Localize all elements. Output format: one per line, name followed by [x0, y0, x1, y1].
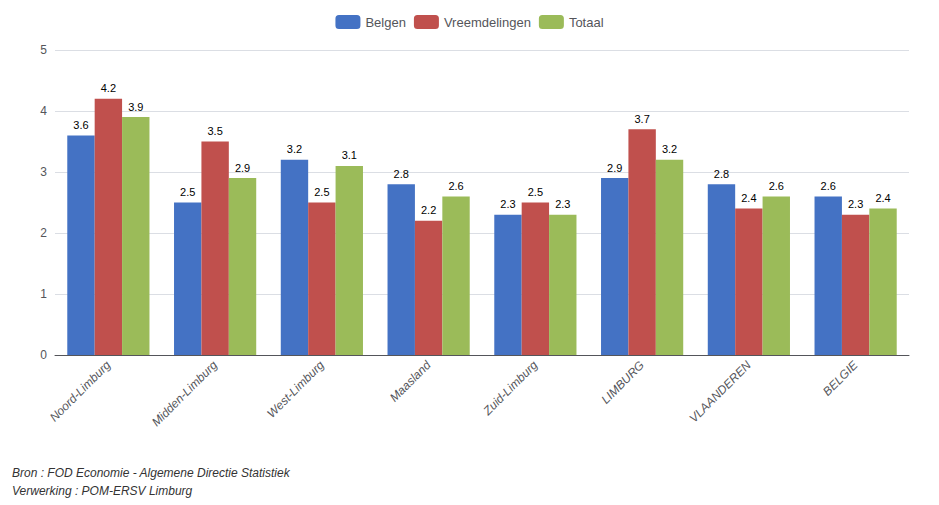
- svg-text:3.1: 3.1: [342, 149, 357, 161]
- svg-text:3.2: 3.2: [662, 143, 677, 155]
- svg-text:2.4: 2.4: [875, 192, 890, 204]
- svg-text:BELGIE: BELGIE: [820, 357, 861, 398]
- svg-text:Verwerking : POM-ERSV Limburg: Verwerking : POM-ERSV Limburg: [12, 484, 193, 498]
- svg-text:2.6: 2.6: [448, 180, 463, 192]
- svg-text:3.2: 3.2: [287, 143, 302, 155]
- svg-text:2.6: 2.6: [821, 180, 836, 192]
- svg-text:2.8: 2.8: [714, 168, 729, 180]
- svg-text:Zuid-Limburg: Zuid-Limburg: [480, 358, 541, 419]
- svg-text:West-Limburg: West-Limburg: [264, 358, 327, 421]
- svg-text:LIMBURG: LIMBURG: [599, 358, 648, 407]
- svg-text:2.5: 2.5: [314, 186, 329, 198]
- svg-text:4.2: 4.2: [101, 82, 116, 94]
- svg-text:Bron : FOD Economie - Algemene: Bron : FOD Economie - Algemene Directie …: [12, 466, 291, 480]
- svg-text:2.8: 2.8: [394, 168, 409, 180]
- svg-text:2.6: 2.6: [769, 180, 784, 192]
- svg-text:5: 5: [40, 43, 47, 57]
- svg-text:2.4: 2.4: [741, 192, 756, 204]
- svg-text:2.3: 2.3: [848, 198, 863, 210]
- svg-text:3: 3: [40, 165, 47, 179]
- svg-text:2.3: 2.3: [555, 198, 570, 210]
- svg-text:Noord-Limburg: Noord-Limburg: [47, 358, 114, 425]
- svg-text:3.9: 3.9: [128, 101, 143, 113]
- svg-text:2.9: 2.9: [235, 162, 250, 174]
- svg-text:2.9: 2.9: [607, 162, 622, 174]
- svg-text:4: 4: [40, 104, 47, 118]
- svg-text:Totaal: Totaal: [569, 15, 604, 30]
- svg-text:3.6: 3.6: [73, 119, 88, 131]
- svg-text:Maasland: Maasland: [387, 358, 434, 405]
- svg-text:2: 2: [40, 226, 47, 240]
- svg-text:VLAANDEREN: VLAANDEREN: [686, 358, 754, 426]
- svg-text:Vreemdelingen: Vreemdelingen: [444, 15, 531, 30]
- svg-text:2.5: 2.5: [180, 186, 195, 198]
- svg-text:3.7: 3.7: [634, 113, 649, 125]
- svg-text:1: 1: [40, 287, 47, 301]
- svg-text:2.2: 2.2: [421, 204, 436, 216]
- svg-text:2.5: 2.5: [528, 186, 543, 198]
- svg-text:Midden-Limburg: Midden-Limburg: [149, 358, 220, 429]
- svg-text:3.5: 3.5: [207, 125, 222, 137]
- svg-text:2.3: 2.3: [500, 198, 515, 210]
- svg-text:Belgen: Belgen: [365, 15, 405, 30]
- svg-text:0: 0: [40, 348, 47, 362]
